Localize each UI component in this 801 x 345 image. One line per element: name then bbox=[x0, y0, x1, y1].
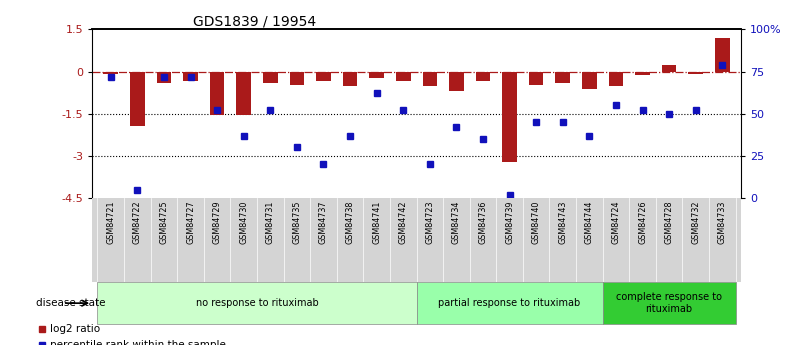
Bar bbox=[396, 71, 411, 80]
Text: disease state: disease state bbox=[36, 298, 106, 308]
Text: log2 ratio: log2 ratio bbox=[50, 324, 99, 334]
Text: GSM84725: GSM84725 bbox=[159, 201, 168, 244]
Bar bbox=[635, 71, 650, 75]
Text: GSM84723: GSM84723 bbox=[425, 201, 434, 244]
Text: GSM84736: GSM84736 bbox=[478, 201, 488, 244]
Text: GDS1839 / 19954: GDS1839 / 19954 bbox=[193, 14, 316, 28]
Bar bbox=[529, 71, 544, 85]
Bar bbox=[183, 71, 198, 80]
Bar bbox=[476, 71, 490, 80]
Text: GSM84742: GSM84742 bbox=[399, 201, 408, 244]
Bar bbox=[582, 71, 597, 89]
Bar bbox=[103, 71, 118, 74]
Text: GSM84731: GSM84731 bbox=[266, 201, 275, 244]
Bar bbox=[422, 71, 437, 86]
Text: GSM84743: GSM84743 bbox=[558, 201, 567, 244]
Bar bbox=[369, 71, 384, 78]
Bar bbox=[662, 65, 676, 71]
Bar bbox=[289, 71, 304, 85]
Text: complete response to
rituximab: complete response to rituximab bbox=[616, 292, 723, 314]
Text: GSM84732: GSM84732 bbox=[691, 201, 700, 244]
Text: GSM84737: GSM84737 bbox=[319, 201, 328, 244]
Bar bbox=[263, 71, 278, 83]
Text: GSM84738: GSM84738 bbox=[345, 201, 355, 244]
Text: GSM84740: GSM84740 bbox=[532, 201, 541, 244]
Bar bbox=[609, 71, 623, 86]
Text: GSM84724: GSM84724 bbox=[611, 201, 621, 244]
Bar bbox=[602, 283, 735, 324]
Bar bbox=[98, 283, 417, 324]
Text: GSM84722: GSM84722 bbox=[133, 201, 142, 244]
Text: GSM84741: GSM84741 bbox=[372, 201, 381, 244]
Bar bbox=[157, 71, 171, 83]
Text: GSM84729: GSM84729 bbox=[212, 201, 222, 244]
Bar bbox=[715, 38, 730, 71]
Bar bbox=[210, 71, 224, 115]
Bar bbox=[449, 71, 464, 91]
Text: GSM84727: GSM84727 bbox=[186, 201, 195, 244]
Text: GSM84739: GSM84739 bbox=[505, 201, 514, 244]
Bar bbox=[343, 71, 357, 86]
Text: GSM84728: GSM84728 bbox=[665, 201, 674, 244]
Bar bbox=[236, 71, 251, 115]
Text: GSM84734: GSM84734 bbox=[452, 201, 461, 244]
Bar bbox=[417, 283, 602, 324]
Text: GSM84726: GSM84726 bbox=[638, 201, 647, 244]
Bar bbox=[688, 71, 703, 74]
Text: GSM84744: GSM84744 bbox=[585, 201, 594, 244]
Text: partial response to rituximab: partial response to rituximab bbox=[438, 298, 581, 308]
Text: GSM84730: GSM84730 bbox=[239, 201, 248, 244]
Text: GSM84735: GSM84735 bbox=[292, 201, 301, 244]
Text: GSM84721: GSM84721 bbox=[107, 201, 115, 244]
Text: GSM84733: GSM84733 bbox=[718, 201, 727, 244]
Bar bbox=[502, 71, 517, 161]
Bar bbox=[130, 71, 145, 126]
Text: no response to rituximab: no response to rituximab bbox=[195, 298, 318, 308]
Bar bbox=[316, 71, 331, 80]
Text: percentile rank within the sample: percentile rank within the sample bbox=[50, 339, 225, 345]
Bar bbox=[555, 71, 570, 83]
